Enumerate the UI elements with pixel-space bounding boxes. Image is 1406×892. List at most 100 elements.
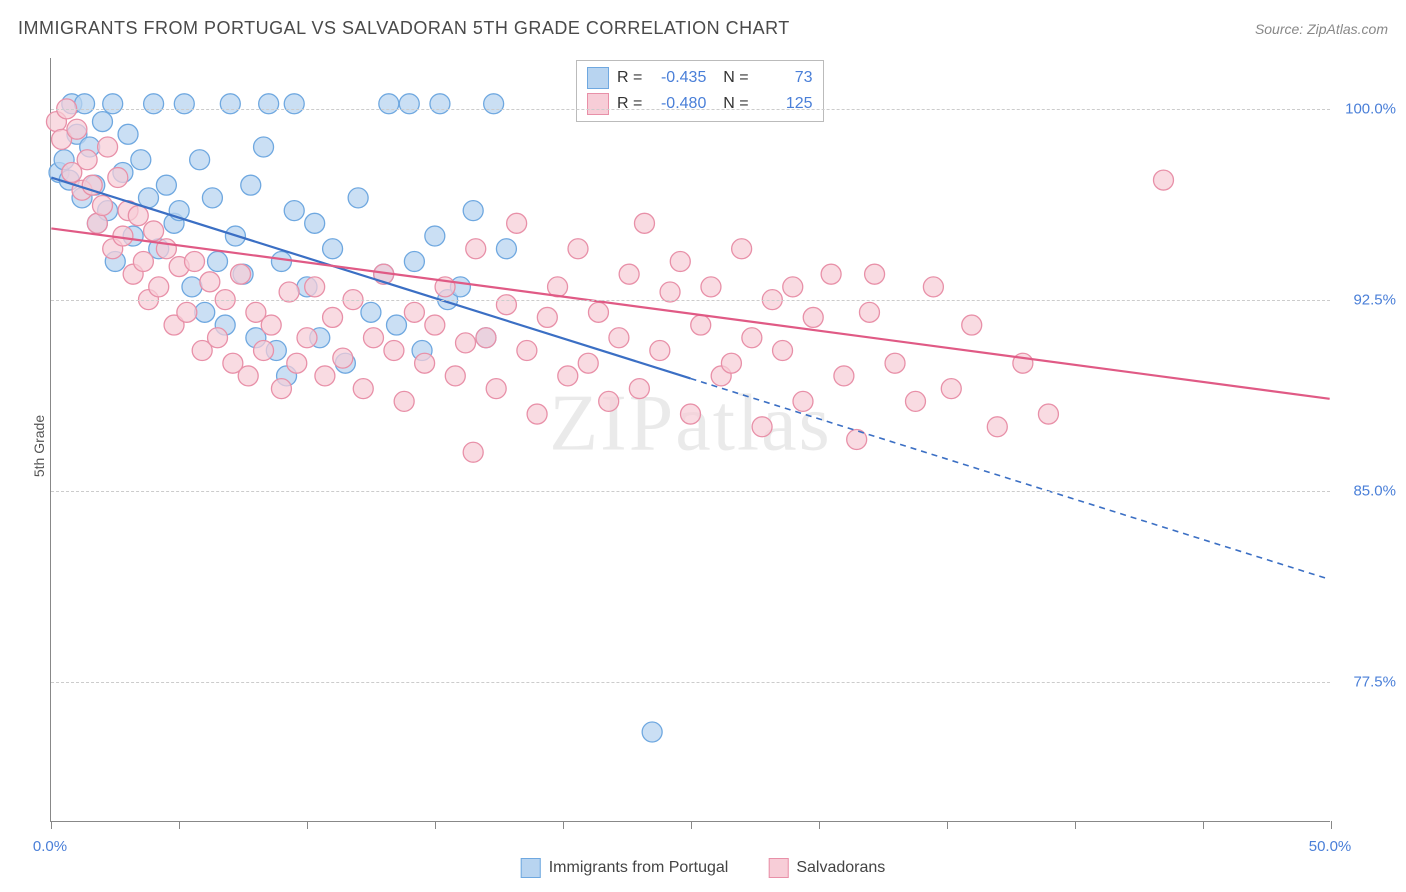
data-point-salvadorans bbox=[185, 251, 205, 271]
data-point-portugal bbox=[254, 137, 274, 157]
data-point-salvadorans bbox=[200, 272, 220, 292]
source-attribution: Source: ZipAtlas.com bbox=[1255, 21, 1388, 37]
data-point-salvadorans bbox=[1153, 170, 1173, 190]
data-point-salvadorans bbox=[941, 379, 961, 399]
legend-item: Salvadorans bbox=[768, 858, 885, 878]
data-point-salvadorans bbox=[333, 348, 353, 368]
chart-title: IMMIGRANTS FROM PORTUGAL VS SALVADORAN 5… bbox=[18, 18, 790, 39]
data-point-salvadorans bbox=[793, 391, 813, 411]
data-point-portugal bbox=[259, 94, 279, 114]
x-tick bbox=[1203, 821, 1204, 829]
data-point-salvadorans bbox=[315, 366, 335, 386]
data-point-portugal bbox=[463, 201, 483, 221]
data-point-salvadorans bbox=[905, 391, 925, 411]
data-point-portugal bbox=[144, 94, 164, 114]
data-point-salvadorans bbox=[486, 379, 506, 399]
y-tick-label: 92.5% bbox=[1353, 291, 1396, 308]
data-point-salvadorans bbox=[865, 264, 885, 284]
data-point-salvadorans bbox=[588, 302, 608, 322]
data-point-salvadorans bbox=[445, 366, 465, 386]
data-point-portugal bbox=[195, 302, 215, 322]
data-point-salvadorans bbox=[466, 239, 486, 259]
chart-svg-layer bbox=[51, 58, 1330, 821]
x-tick bbox=[563, 821, 564, 829]
data-point-salvadorans bbox=[208, 328, 228, 348]
data-point-salvadorans bbox=[691, 315, 711, 335]
data-point-salvadorans bbox=[287, 353, 307, 373]
data-point-salvadorans bbox=[353, 379, 373, 399]
x-tick bbox=[947, 821, 948, 829]
data-point-salvadorans bbox=[568, 239, 588, 259]
stats-row-portugal: R = -0.435 N = 73 bbox=[587, 65, 813, 91]
x-tick bbox=[691, 821, 692, 829]
legend-swatch bbox=[768, 858, 788, 878]
swatch-portugal bbox=[587, 67, 609, 89]
stat-n-value-portugal: 73 bbox=[757, 69, 813, 87]
data-point-salvadorans bbox=[149, 277, 169, 297]
y-axis-label: 5th Grade bbox=[31, 415, 47, 477]
data-point-salvadorans bbox=[701, 277, 721, 297]
legend-swatch bbox=[521, 858, 541, 878]
data-point-portugal bbox=[399, 94, 419, 114]
data-point-salvadorans bbox=[496, 295, 516, 315]
data-point-portugal bbox=[202, 188, 222, 208]
data-point-salvadorans bbox=[92, 196, 112, 216]
data-point-portugal bbox=[425, 226, 445, 246]
gridline bbox=[51, 491, 1330, 492]
data-point-portugal bbox=[220, 94, 240, 114]
data-point-salvadorans bbox=[721, 353, 741, 373]
data-point-salvadorans bbox=[962, 315, 982, 335]
data-point-portugal bbox=[75, 94, 95, 114]
data-point-salvadorans bbox=[238, 366, 258, 386]
legend-item: Immigrants from Portugal bbox=[521, 858, 729, 878]
x-tick bbox=[1331, 821, 1332, 829]
scatter-plot-area: ZIPatlas R = -0.435 N = 73 R = -0.480 N … bbox=[50, 58, 1330, 822]
data-point-salvadorans bbox=[144, 221, 164, 241]
legend-label: Salvadorans bbox=[796, 859, 885, 877]
data-point-salvadorans bbox=[619, 264, 639, 284]
gridline bbox=[51, 109, 1330, 110]
data-point-salvadorans bbox=[254, 340, 274, 360]
data-point-salvadorans bbox=[77, 150, 97, 170]
data-point-salvadorans bbox=[732, 239, 752, 259]
data-point-salvadorans bbox=[305, 277, 325, 297]
data-point-salvadorans bbox=[108, 168, 128, 188]
data-point-salvadorans bbox=[923, 277, 943, 297]
data-point-salvadorans bbox=[634, 213, 654, 233]
data-point-salvadorans bbox=[128, 206, 148, 226]
data-point-salvadorans bbox=[987, 417, 1007, 437]
data-point-salvadorans bbox=[803, 307, 823, 327]
stat-n-label: N = bbox=[714, 69, 748, 87]
data-point-salvadorans bbox=[231, 264, 251, 284]
data-point-salvadorans bbox=[537, 307, 557, 327]
x-tick-label: 50.0% bbox=[1309, 838, 1352, 855]
data-point-portugal bbox=[323, 239, 343, 259]
y-tick-label: 100.0% bbox=[1345, 100, 1396, 117]
data-point-portugal bbox=[379, 94, 399, 114]
data-point-portugal bbox=[404, 251, 424, 271]
x-tick bbox=[1075, 821, 1076, 829]
data-point-portugal bbox=[484, 94, 504, 114]
data-point-salvadorans bbox=[650, 340, 670, 360]
data-point-salvadorans bbox=[67, 119, 87, 139]
data-point-salvadorans bbox=[527, 404, 547, 424]
data-point-portugal bbox=[430, 94, 450, 114]
y-tick-label: 77.5% bbox=[1353, 673, 1396, 690]
data-point-salvadorans bbox=[456, 333, 476, 353]
data-point-portugal bbox=[92, 112, 112, 132]
data-point-portugal bbox=[348, 188, 368, 208]
data-point-portugal bbox=[305, 213, 325, 233]
data-point-portugal bbox=[174, 94, 194, 114]
data-point-salvadorans bbox=[394, 391, 414, 411]
data-point-salvadorans bbox=[463, 442, 483, 462]
stat-r-value-salvadorans: -0.480 bbox=[650, 95, 706, 113]
data-point-salvadorans bbox=[476, 328, 496, 348]
data-point-portugal bbox=[386, 315, 406, 335]
x-tick bbox=[819, 821, 820, 829]
data-point-portugal bbox=[284, 201, 304, 221]
data-point-portugal bbox=[182, 277, 202, 297]
data-point-salvadorans bbox=[783, 277, 803, 297]
data-point-salvadorans bbox=[384, 340, 404, 360]
data-point-salvadorans bbox=[133, 251, 153, 271]
x-tick bbox=[179, 821, 180, 829]
